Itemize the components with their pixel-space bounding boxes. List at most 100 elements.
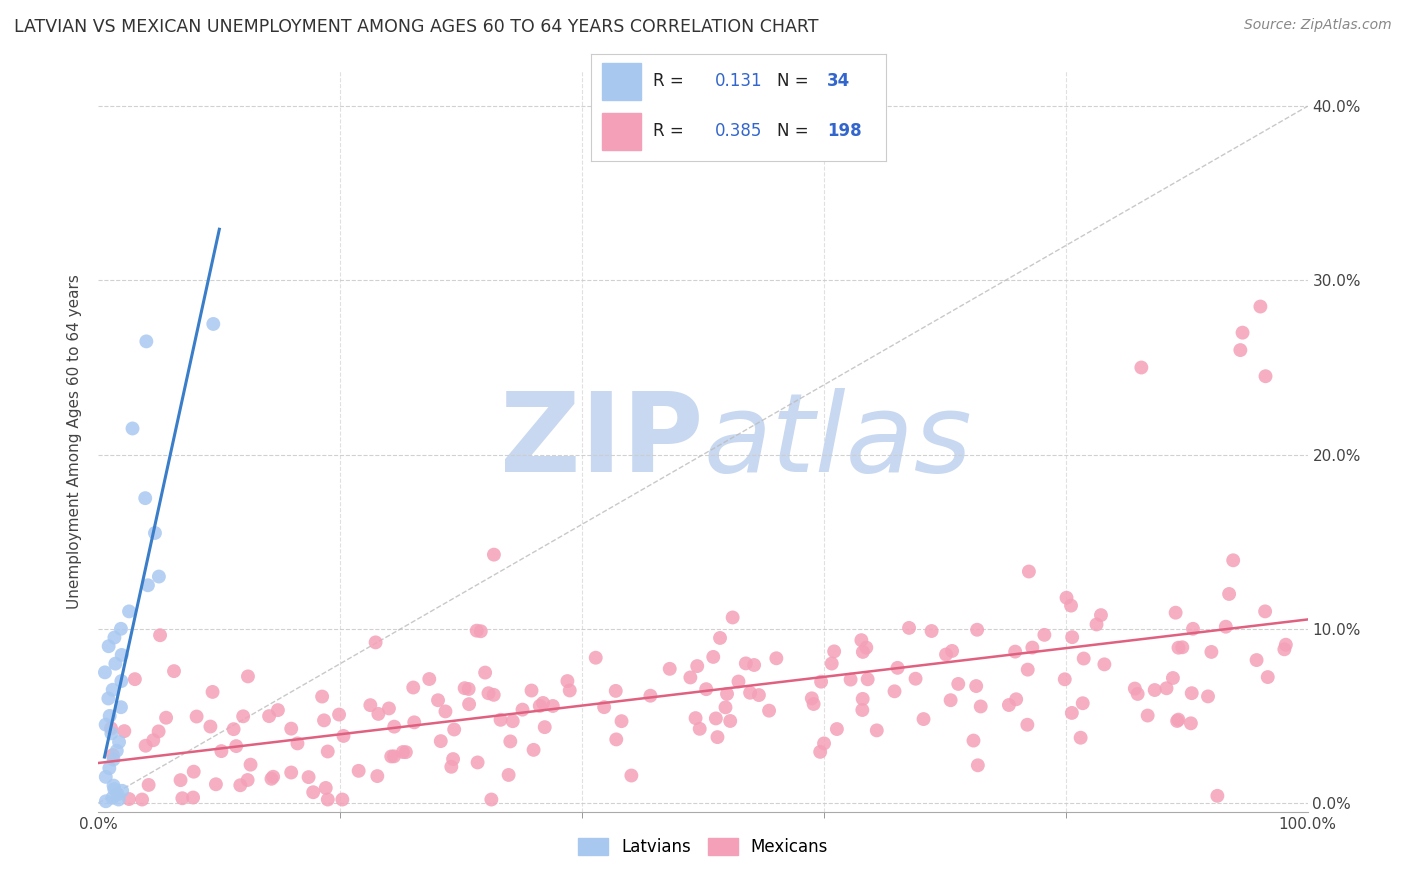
Point [149, 628, 172, 642]
Point [382, 720, 405, 734]
Point [1275, 638, 1298, 652]
Point [262, 770, 284, 784]
Point [367, 706, 389, 721]
Point [823, 644, 845, 658]
Point [1180, 716, 1202, 731]
Point [124, 672, 146, 686]
Point [453, 681, 475, 695]
Text: 34: 34 [827, 72, 851, 90]
Point [482, 548, 505, 562]
Point [1218, 587, 1240, 601]
Point [855, 640, 877, 655]
Point [1017, 663, 1039, 677]
Point [101, 790, 124, 805]
Bar [602, 113, 641, 150]
Point [851, 703, 873, 717]
Point [470, 624, 492, 639]
Point [392, 745, 415, 759]
Point [904, 672, 927, 686]
Point [131, 792, 153, 806]
Point [287, 736, 309, 750]
Point [135, 739, 157, 753]
Point [457, 681, 479, 696]
Point [101, 682, 124, 697]
Point [434, 705, 457, 719]
Point [236, 772, 259, 787]
Text: ZIP: ZIP [499, 388, 703, 495]
Point [402, 681, 425, 695]
Point [312, 714, 335, 728]
Point [558, 683, 581, 698]
Point [395, 745, 418, 759]
Point [111, 784, 134, 798]
Point [605, 732, 627, 747]
Point [1206, 789, 1229, 803]
Point [702, 649, 724, 664]
Point [821, 657, 844, 671]
Point [239, 757, 262, 772]
Point [441, 752, 464, 766]
Point [706, 730, 728, 744]
Point [169, 773, 191, 788]
Point [825, 722, 848, 736]
Point [966, 758, 988, 772]
Point [520, 683, 543, 698]
Point [257, 709, 280, 723]
Point [359, 698, 381, 713]
Point [98, 709, 121, 723]
Point [886, 661, 908, 675]
Point [1062, 630, 1084, 644]
Point [742, 658, 765, 673]
Point [1136, 708, 1159, 723]
Text: 198: 198 [827, 121, 862, 139]
Point [1017, 717, 1039, 731]
Point [205, 777, 228, 791]
Point [1257, 670, 1279, 684]
Point [512, 703, 534, 717]
Point [1156, 681, 1178, 696]
Point [489, 713, 512, 727]
Point [921, 624, 943, 638]
Point [721, 610, 744, 624]
Point [134, 491, 156, 505]
Point [232, 709, 254, 723]
Point [605, 684, 627, 698]
Text: R =: R = [652, 72, 683, 90]
Point [912, 712, 935, 726]
Point [366, 769, 388, 783]
Point [172, 791, 194, 805]
Point [482, 688, 505, 702]
Point [267, 703, 290, 717]
Point [121, 421, 143, 435]
Point [1161, 671, 1184, 685]
Point [467, 756, 489, 770]
Point [118, 604, 141, 618]
Point [709, 631, 731, 645]
Point [98, 761, 121, 775]
Y-axis label: Unemployment Among Ages 60 to 64 years: Unemployment Among Ages 60 to 64 years [67, 274, 83, 609]
Point [236, 669, 259, 683]
Point [813, 736, 835, 750]
Point [183, 764, 205, 779]
Point [1254, 604, 1277, 618]
Point [1090, 608, 1112, 623]
Point [704, 711, 727, 725]
Point [557, 674, 579, 689]
Point [610, 714, 633, 728]
Point [1123, 681, 1146, 696]
Point [593, 700, 616, 714]
Point [148, 724, 170, 739]
Point [1181, 622, 1204, 636]
Point [970, 699, 993, 714]
Point [640, 689, 662, 703]
Point [531, 696, 554, 710]
Point [103, 631, 125, 645]
Point [108, 735, 131, 749]
Point [163, 664, 186, 678]
Point [1130, 360, 1153, 375]
Point [1018, 565, 1040, 579]
Point [94, 770, 117, 784]
Point [856, 673, 879, 687]
Point [138, 778, 160, 792]
Point [998, 698, 1021, 712]
